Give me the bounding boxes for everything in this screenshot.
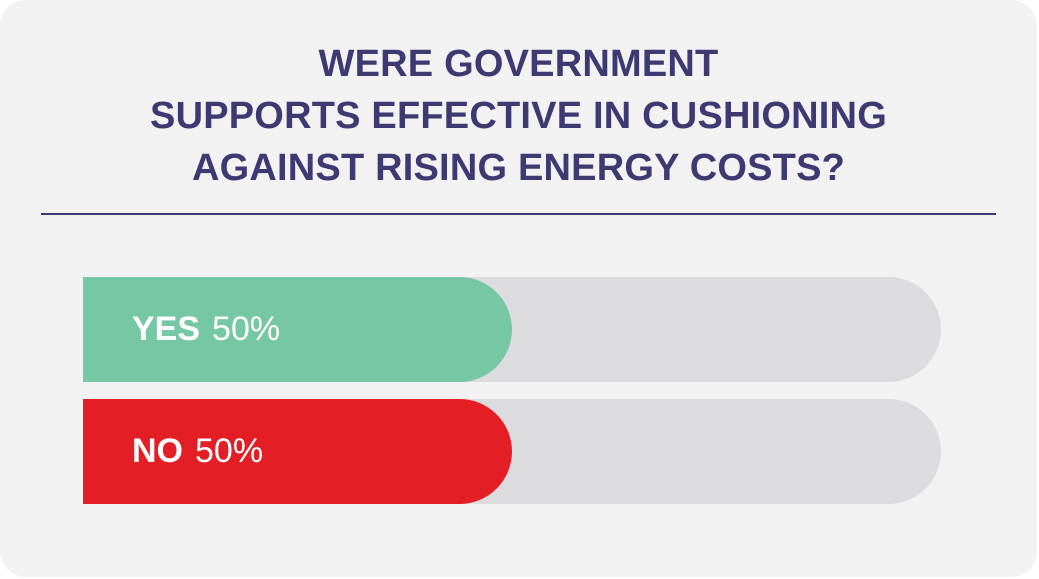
chart-title: WERE GOVERNMENT SUPPORTS EFFECTIVE IN CU…	[40, 38, 997, 194]
bar-value-yes: 50%	[212, 310, 281, 348]
bar-label-yes: YES 50%	[132, 277, 280, 382]
bar-category-no: NO	[132, 432, 183, 470]
chart-title-line-1: WERE GOVERNMENT	[318, 43, 719, 85]
bar-no	[83, 399, 512, 504]
bar-category-yes: YES	[132, 310, 201, 348]
chart-title-line-3: AGAINST RISING ENERGY COSTS?	[191, 147, 846, 189]
bar-track-no: NO 50%	[83, 399, 941, 504]
title-divider	[41, 213, 996, 215]
bar-value-no: 50%	[195, 432, 264, 470]
bar-yes	[83, 277, 512, 382]
chart-title-line-2: SUPPORTS EFFECTIVE IN CUSHIONING	[150, 95, 887, 137]
bar-label-no: NO 50%	[132, 399, 263, 504]
bar-track-yes: YES 50%	[83, 277, 941, 382]
